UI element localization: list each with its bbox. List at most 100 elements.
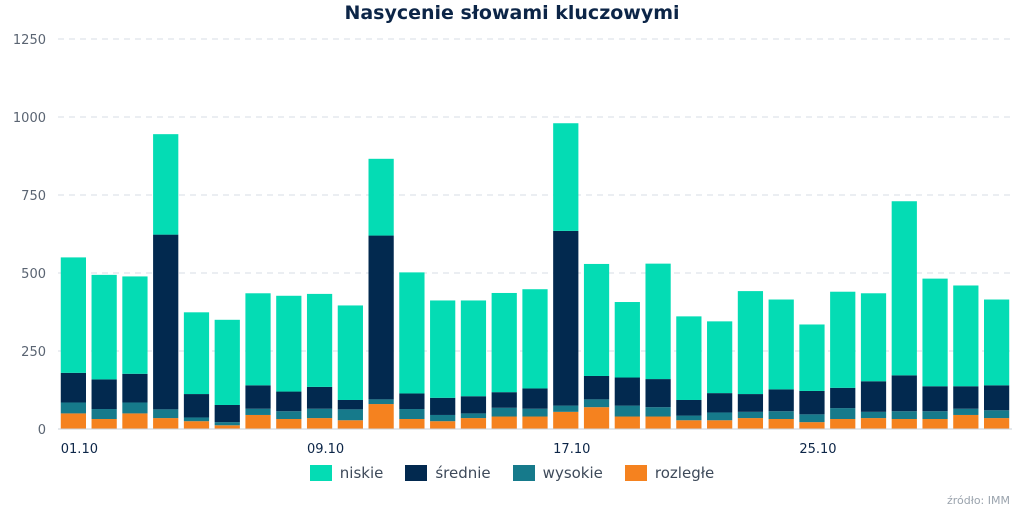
- bar-segment: [337, 305, 363, 400]
- bar-segment: [522, 289, 548, 389]
- bar-segment: [60, 257, 86, 373]
- bar-segment: [399, 272, 425, 394]
- bar-segment: [430, 414, 456, 422]
- legend-label: średnie: [435, 464, 491, 482]
- bar-segment: [645, 263, 671, 380]
- bar-segment: [922, 278, 948, 387]
- bar-segment: [491, 292, 517, 393]
- bar-segment: [306, 386, 333, 409]
- bar-segment: [399, 393, 425, 410]
- bar-segment: [737, 411, 764, 419]
- bar-segment: [984, 385, 1010, 411]
- bar-segment: [922, 419, 948, 429]
- bar-segment: [430, 300, 456, 398]
- legend-item: niskie: [309, 464, 383, 482]
- legend-swatch: [309, 465, 332, 481]
- legend-label: wysokie: [542, 464, 603, 482]
- legend-swatch: [624, 465, 647, 481]
- bar-segment: [737, 418, 764, 429]
- x-tick-label: 17.10: [553, 442, 590, 457]
- bar-segment: [953, 414, 979, 429]
- bar-segment: [183, 312, 210, 395]
- bar-segment: [799, 324, 825, 391]
- bar-segment: [737, 394, 764, 412]
- bar-segment: [583, 399, 610, 408]
- bar-segment: [183, 421, 210, 429]
- bar-segment: [306, 293, 333, 387]
- bar-segment: [583, 407, 610, 429]
- bar-segment: [460, 418, 487, 429]
- bar-segment: [337, 409, 363, 421]
- y-tick-label: 1250: [13, 33, 46, 48]
- bar-segment: [614, 416, 640, 429]
- x-tick-label: 01.10: [61, 442, 98, 457]
- bar-segment: [891, 411, 917, 420]
- bar-segment: [183, 394, 210, 418]
- bar-segment: [368, 404, 394, 429]
- bar-segment: [122, 413, 148, 429]
- bar-segment: [860, 418, 887, 429]
- bar-segment: [60, 372, 86, 403]
- bar-segment: [276, 391, 302, 412]
- bar-segment: [460, 396, 487, 414]
- bar-segment: [214, 319, 240, 405]
- y-tick-label: 250: [21, 345, 46, 360]
- bar-segment: [553, 411, 579, 429]
- bar-segment: [707, 420, 733, 429]
- bar-segment: [183, 417, 210, 422]
- bar-segment: [460, 300, 487, 397]
- bar-segment: [953, 285, 979, 387]
- legend-label: rozległe: [654, 464, 715, 482]
- chart-legend: niskie średnie wysokie rozległe: [0, 464, 1024, 482]
- bar-segment: [707, 393, 733, 413]
- bar-segment: [583, 263, 610, 376]
- bar-segment: [399, 419, 425, 429]
- bar-segment: [60, 413, 86, 429]
- bar-segment: [153, 418, 179, 429]
- bar-segment: [91, 379, 117, 410]
- bar-segment: [122, 276, 148, 374]
- bar-segment: [614, 377, 640, 406]
- bar-segment: [276, 295, 302, 392]
- bar-segment: [245, 414, 271, 429]
- source-note: źródło: IMM: [946, 494, 1010, 507]
- bar-segment: [707, 321, 733, 394]
- bar-segment: [522, 388, 548, 409]
- bar-segment: [368, 158, 394, 236]
- bar-segment: [891, 419, 917, 429]
- bar-segment: [214, 404, 240, 423]
- bar-segment: [522, 416, 548, 429]
- bar-segment: [491, 416, 517, 429]
- bar-segment: [153, 134, 179, 235]
- bar-segment: [430, 421, 456, 429]
- bar-segment: [953, 408, 979, 415]
- legend-item: rozległe: [624, 464, 715, 482]
- bar-segment: [306, 408, 333, 419]
- x-tick-label: 09.10: [307, 442, 344, 457]
- bar-segment: [122, 373, 148, 403]
- legend-swatch: [405, 465, 428, 481]
- bar-segment: [91, 274, 117, 380]
- bar-segment: [430, 397, 456, 415]
- bar-segment: [337, 399, 363, 410]
- bar-segment: [60, 402, 86, 414]
- bar-segment: [153, 409, 179, 419]
- bar-segment: [306, 418, 333, 429]
- bar-segment: [399, 409, 425, 420]
- bar-segment: [676, 399, 702, 416]
- bar-segment: [245, 385, 271, 409]
- bar-segment: [830, 419, 856, 429]
- bar-segment: [553, 230, 579, 406]
- y-tick-label: 0: [38, 423, 46, 438]
- bar-segment: [984, 299, 1010, 386]
- bar-segment: [614, 405, 640, 417]
- bar-segment: [953, 386, 979, 409]
- bar-segment: [768, 299, 794, 390]
- bar-segment: [522, 408, 548, 417]
- bar-segment: [491, 407, 517, 417]
- bar-segment: [707, 412, 733, 421]
- bar-segment: [645, 379, 671, 408]
- bar-segment: [214, 422, 240, 426]
- bar-segment: [799, 414, 825, 423]
- bar-segment: [922, 411, 948, 420]
